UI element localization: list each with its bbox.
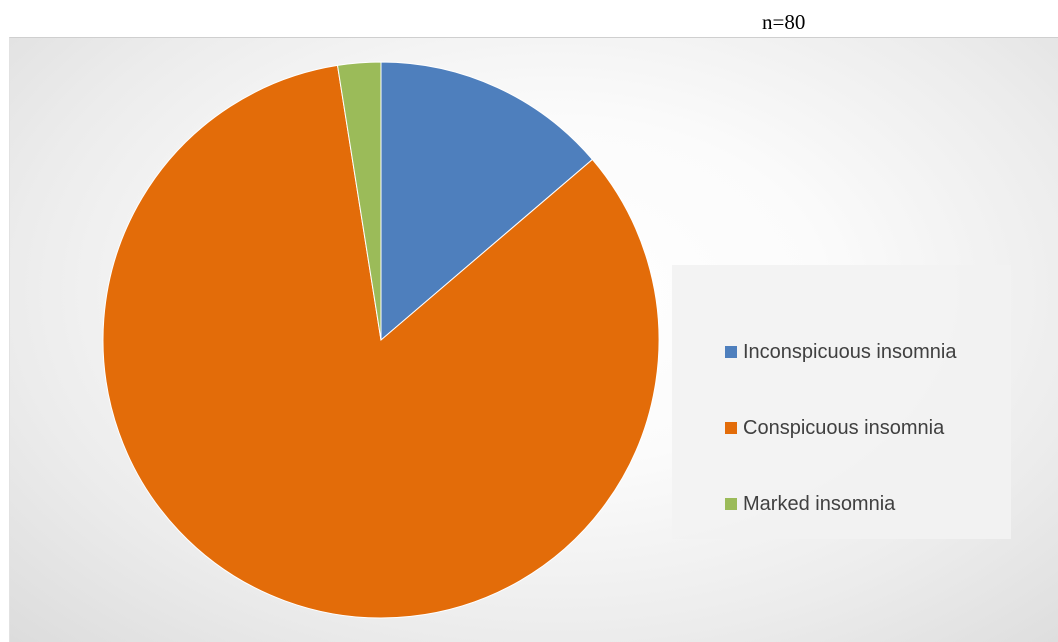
pie-slice-inconspicuous <box>380 61 594 342</box>
legend-swatch-conspicuous <box>725 422 737 434</box>
legend-label-inconspicuous: Inconspicuous insomnia <box>743 340 957 363</box>
legend: Inconspicuous insomnia Conspicuous insom… <box>672 265 1011 539</box>
chart-area: Inconspicuous insomnia Conspicuous insom… <box>9 37 1058 642</box>
sample-size-annotation: n=80 <box>762 10 806 34</box>
legend-item-conspicuous: Conspicuous insomnia <box>725 415 944 441</box>
legend-item-inconspicuous: Inconspicuous insomnia <box>725 339 956 365</box>
pie-chart <box>102 61 660 619</box>
legend-label-conspicuous: Conspicuous insomnia <box>743 416 945 439</box>
legend-swatch-marked <box>725 498 737 510</box>
legend-label-marked: Marked insomnia <box>743 492 896 515</box>
pie-slice-conspicuous <box>102 64 660 619</box>
pie-slices <box>102 61 660 619</box>
pie-slice-marked <box>336 61 382 341</box>
legend-item-marked: Marked insomnia <box>725 491 895 517</box>
legend-swatch-inconspicuous <box>725 346 737 358</box>
